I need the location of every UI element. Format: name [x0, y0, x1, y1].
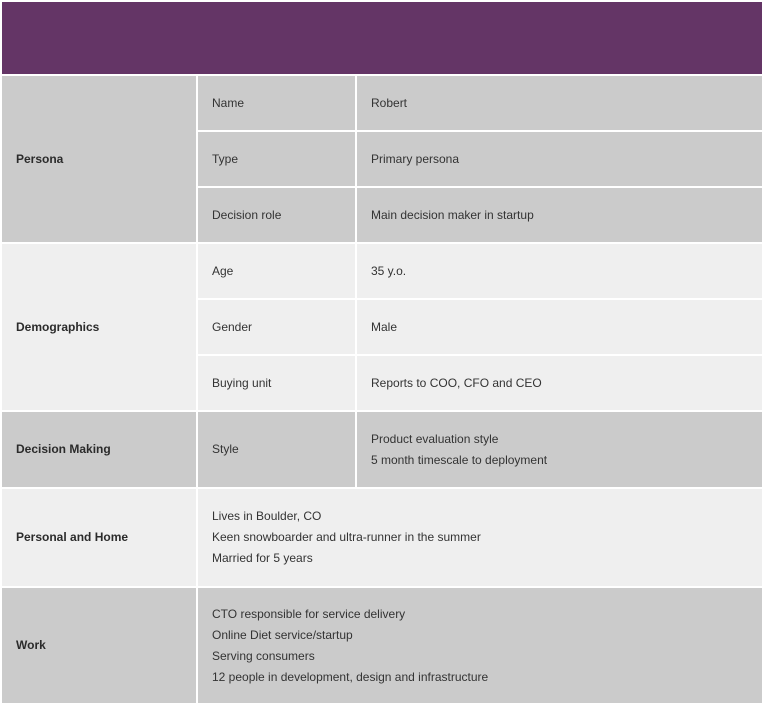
value-line: 5 month timescale to deployment — [371, 452, 548, 467]
value-line: Married for 5 years — [212, 551, 313, 565]
value-cell-work: CTO responsible for service delivery Onl… — [198, 588, 762, 703]
section-label-personal-and-home: Personal and Home — [2, 489, 196, 586]
value-cell-gender: Male — [357, 300, 762, 354]
value-cell-type: Primary persona — [357, 132, 762, 186]
value-line: Male — [371, 319, 398, 334]
attribute-cell-type: Type — [198, 132, 355, 186]
header-band — [2, 2, 762, 74]
value-line: 12 people in development, design and inf… — [212, 669, 489, 684]
value-line: Lives in Boulder, CO — [212, 509, 322, 523]
value-line: Primary persona — [371, 151, 460, 166]
value-cell-personal-and-home: Lives in Boulder, CO Keen snowboarder an… — [198, 489, 762, 586]
section-label-persona: Persona — [2, 76, 196, 242]
value-line: 35 y.o. — [371, 263, 407, 278]
attribute-cell-gender: Gender — [198, 300, 355, 354]
attribute-cell-name: Name — [198, 76, 355, 130]
attribute-cell-decision-role: Decision role — [198, 188, 355, 242]
value-cell-name: Robert — [357, 76, 762, 130]
value-line: Keen snowboarder and ultra-runner in the… — [212, 530, 481, 544]
section-label-work: Work — [2, 588, 196, 703]
value-line: Main decision maker in startup — [371, 207, 534, 222]
value-cell-decision-role: Main decision maker in startup — [357, 188, 762, 242]
attribute-cell-age: Age — [198, 244, 355, 298]
attribute-cell-buying-unit: Buying unit — [198, 356, 355, 410]
attribute-cell-style: Style — [198, 412, 355, 487]
value-line: Online Diet service/startup — [212, 627, 353, 642]
value-cell-age: 35 y.o. — [357, 244, 762, 298]
value-line: CTO responsible for service delivery — [212, 606, 406, 621]
value-line: Reports to COO, CFO and CEO — [371, 375, 542, 390]
value-line: Product evaluation style — [371, 431, 499, 446]
section-label-demographics: Demographics — [2, 244, 196, 410]
value-line: Serving consumers — [212, 648, 315, 663]
value-cell-buying-unit: Reports to COO, CFO and CEO — [357, 356, 762, 410]
section-label-decision-making: Decision Making — [2, 412, 196, 487]
value-line: Robert — [371, 95, 408, 110]
value-cell-style: Product evaluation style 5 month timesca… — [357, 412, 762, 487]
